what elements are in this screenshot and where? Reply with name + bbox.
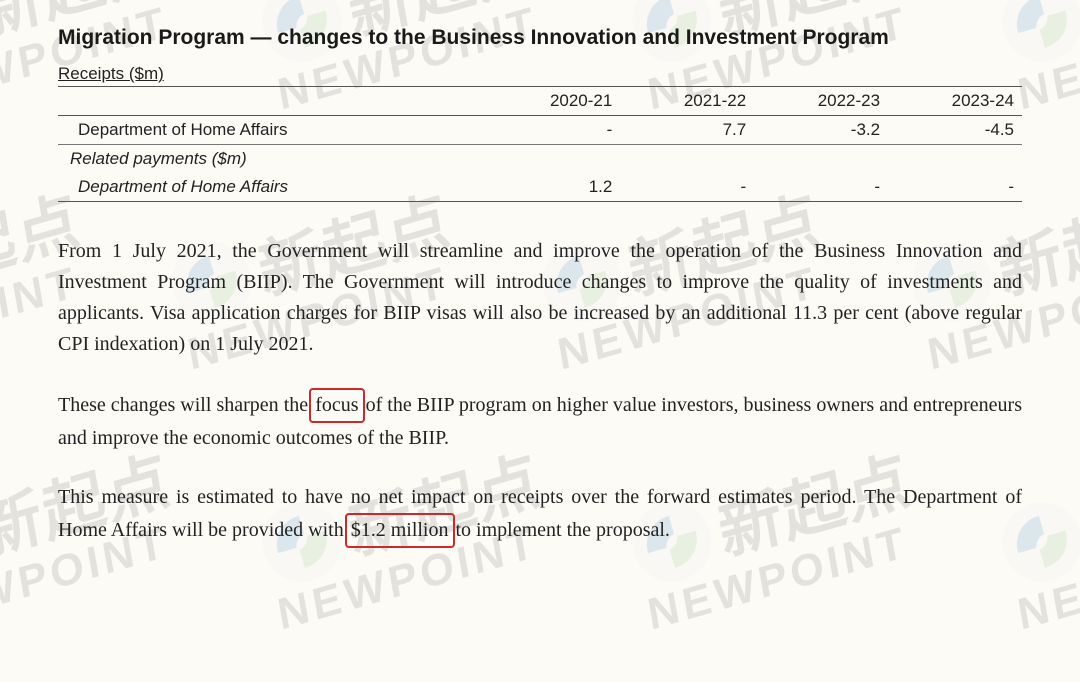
paragraph-2: These changes will sharpen the focus of …	[58, 388, 1022, 454]
col-year: 2020-21	[486, 87, 620, 116]
cell-value	[620, 145, 754, 174]
highlight-focus: focus	[309, 388, 364, 423]
p3-post: to implement the proposal.	[451, 519, 670, 541]
receipts-header: Receipts ($m)	[58, 64, 1022, 84]
col-year: 2021-22	[620, 87, 754, 116]
cell-value: -3.2	[754, 116, 888, 145]
paragraph-3: This measure is estimated to have no net…	[58, 482, 1022, 548]
cell-value: -	[486, 116, 620, 145]
row-label: Department of Home Affairs	[58, 116, 486, 145]
highlight-amount: $1.2 million	[345, 513, 455, 548]
paragraph-1: From 1 July 2021, the Government will st…	[58, 236, 1022, 360]
financial-table: 2020-21 2021-22 2022-23 2023-24 Departme…	[58, 86, 1022, 202]
cell-value: -	[620, 173, 754, 202]
cell-value	[486, 145, 620, 174]
col-year: 2023-24	[888, 87, 1022, 116]
page-title: Migration Program — changes to the Busin…	[58, 24, 1022, 52]
document-page: Migration Program — changes to the Busin…	[0, 0, 1080, 548]
table-header-blank	[58, 87, 486, 116]
cell-value: -	[888, 173, 1022, 202]
cell-value: 7.7	[620, 116, 754, 145]
table-row: Department of Home Affairs-7.7-3.2-4.5	[58, 116, 1022, 145]
col-year: 2022-23	[754, 87, 888, 116]
table-row: Department of Home Affairs1.2---	[58, 173, 1022, 202]
row-label: Related payments ($m)	[58, 145, 486, 174]
row-label: Department of Home Affairs	[58, 173, 486, 202]
cell-value	[888, 145, 1022, 174]
cell-value: -4.5	[888, 116, 1022, 145]
cell-value	[754, 145, 888, 174]
p2-pre: These changes will sharpen the	[58, 394, 313, 416]
table-row: Related payments ($m)	[58, 145, 1022, 174]
table-header-row: 2020-21 2021-22 2022-23 2023-24	[58, 87, 1022, 116]
cell-value: -	[754, 173, 888, 202]
cell-value: 1.2	[486, 173, 620, 202]
body-text: From 1 July 2021, the Government will st…	[58, 236, 1022, 548]
